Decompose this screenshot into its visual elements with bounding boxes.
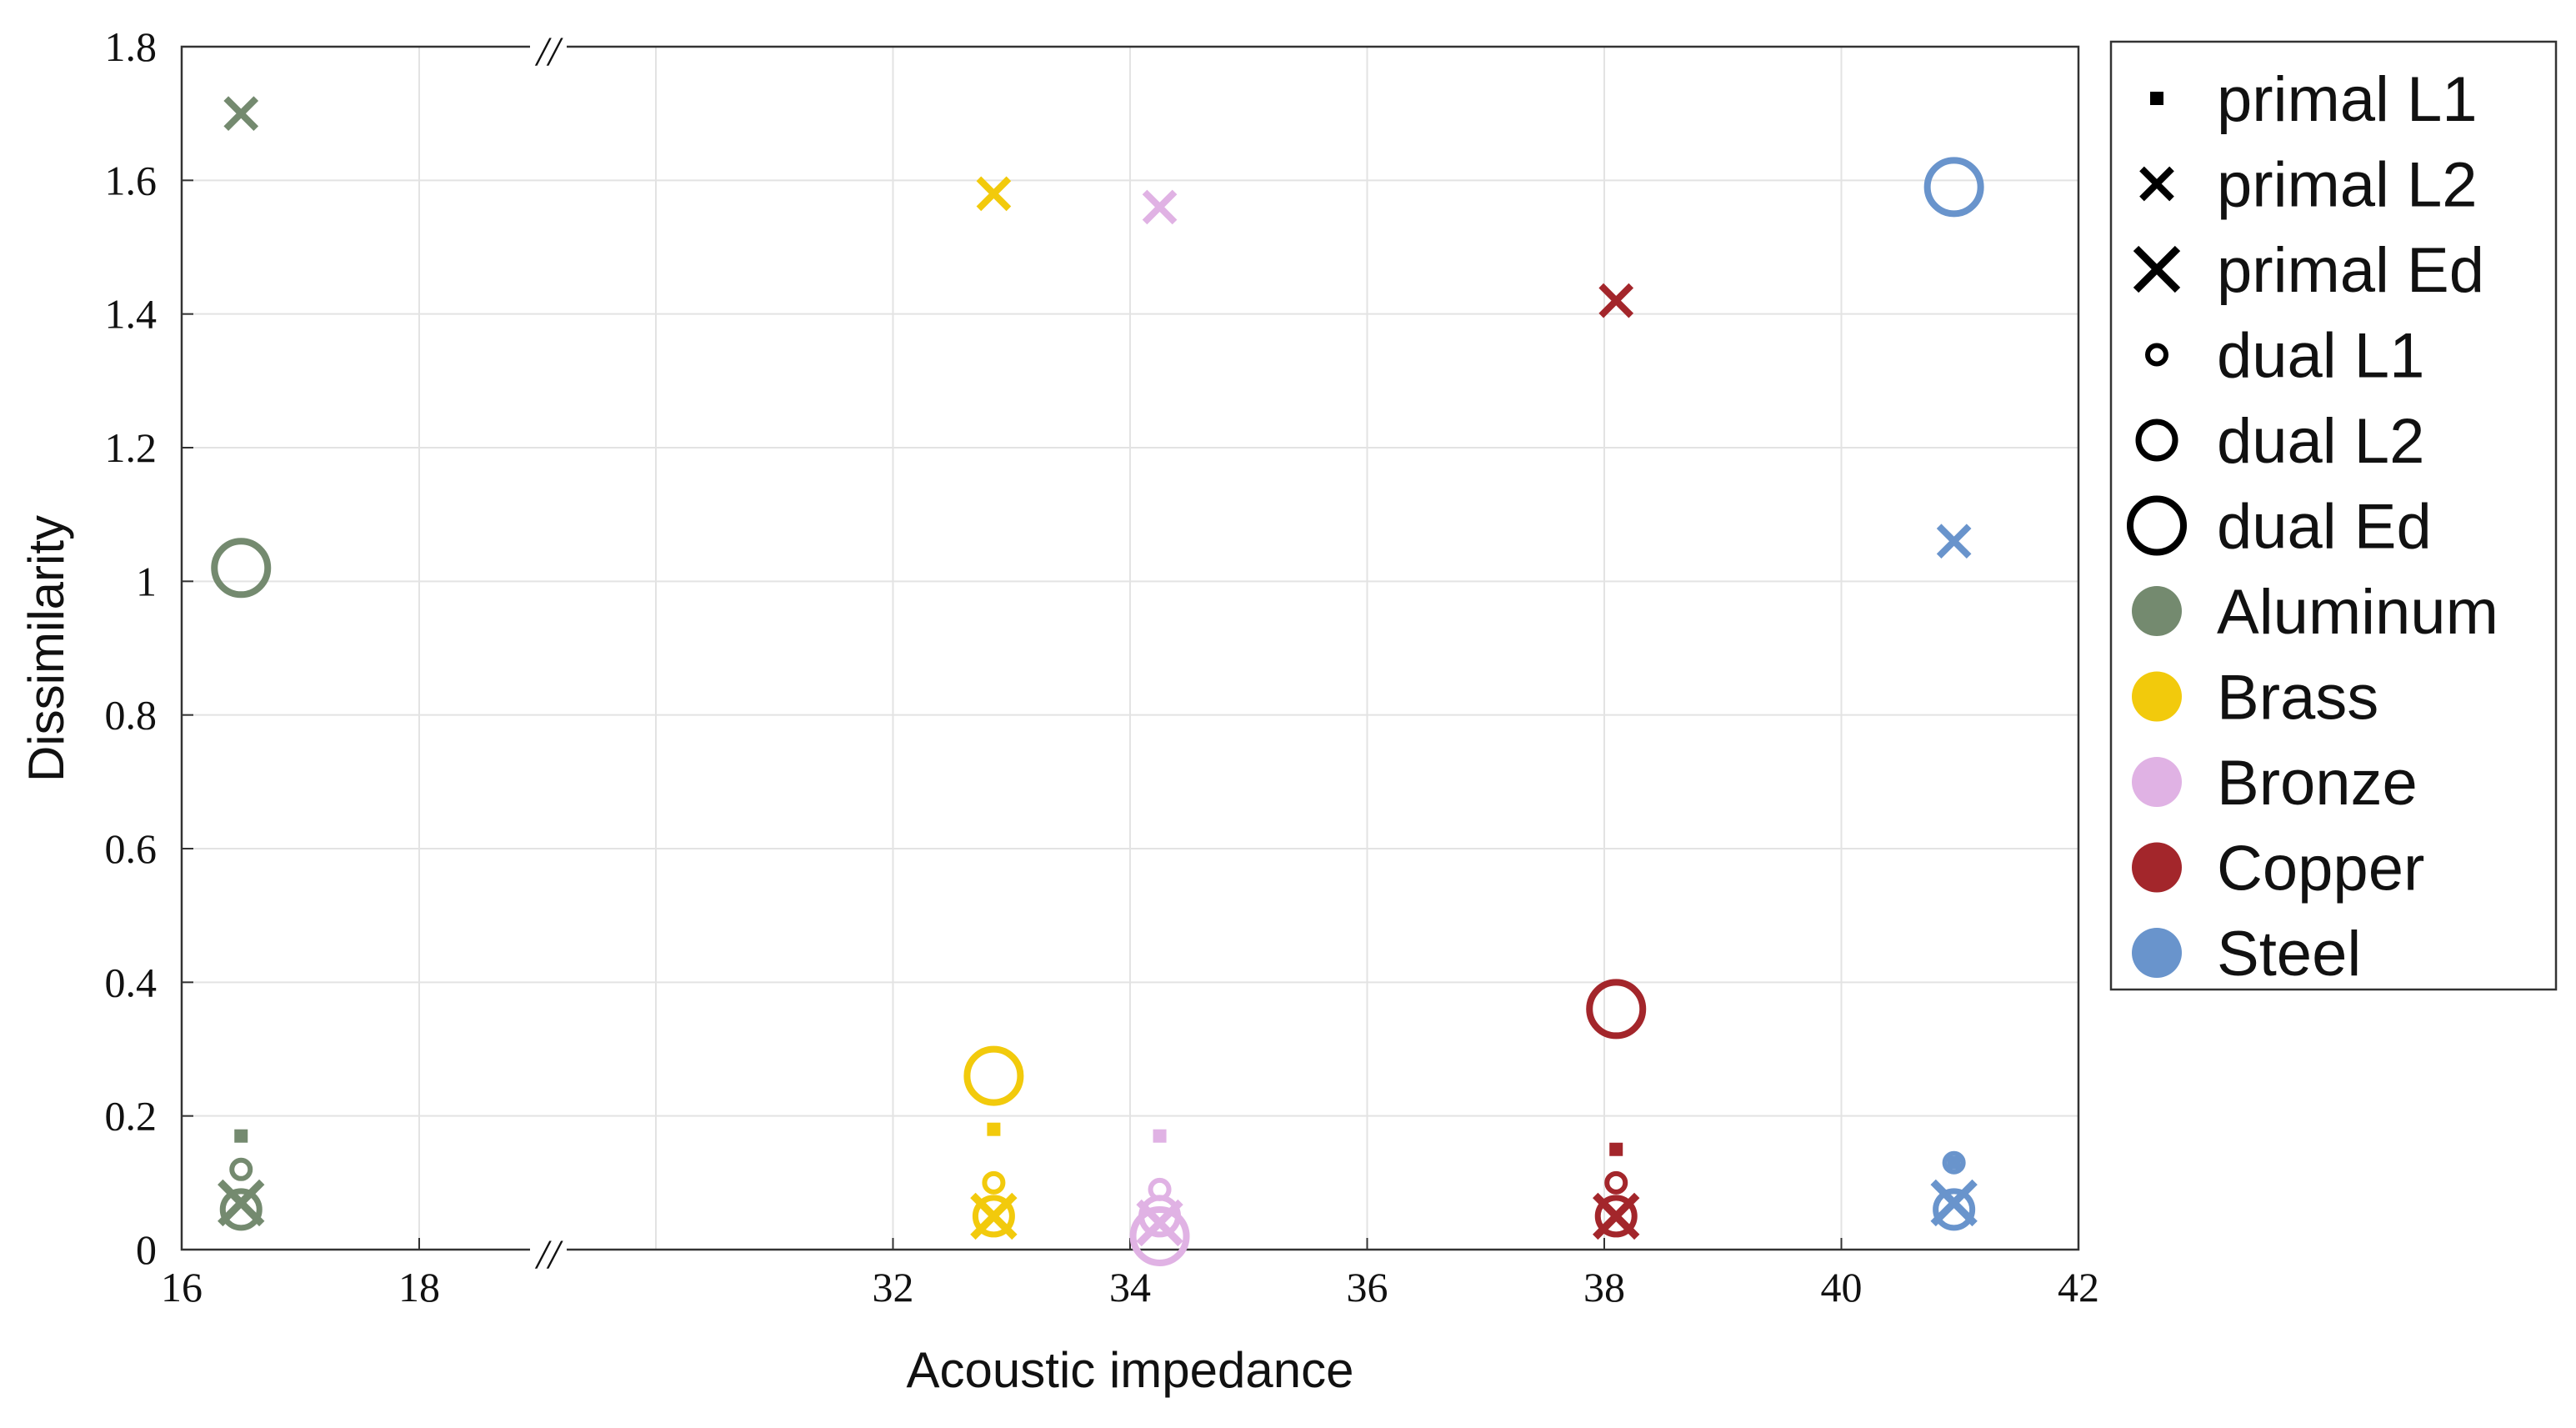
brass-pL1-point	[987, 1122, 1001, 1136]
steel-dL1-point	[1942, 1150, 1966, 1175]
legend-label: Copper	[2217, 834, 2424, 904]
y-tick-labels: 0 0.2 0.4 0.6 0.8 1 1.2 1.4 1.6 1.8	[105, 23, 193, 1273]
aluminum-pL2-point	[223, 96, 259, 131]
y-tick-label: 0.4	[105, 959, 158, 1005]
grid	[181, 46, 2079, 1250]
legend-label: dual L1	[2217, 321, 2424, 392]
brass-dL2-point	[972, 1195, 1015, 1238]
copper-dEd-point	[1586, 979, 1647, 1040]
legend-marker-aluminum	[2132, 586, 2182, 636]
legend-label: dual Ed	[2217, 492, 2432, 563]
legend-marker-dEd	[2127, 495, 2187, 556]
legend-marker-bronze	[2132, 757, 2182, 807]
x-tick-label: 36	[1347, 1264, 1388, 1310]
legend-marker-brass	[2132, 671, 2182, 722]
y-tick-label: 1.2	[105, 424, 158, 471]
copper-pL2-point	[1598, 283, 1634, 318]
steel-pL1-point	[1947, 1155, 1961, 1170]
y-tick-label: 0.6	[105, 825, 158, 872]
bronze-pL2-point	[1142, 189, 1178, 225]
x-tick-label: 32	[873, 1264, 914, 1310]
brass-dL1-point	[982, 1170, 1006, 1195]
brass-pL2-point	[976, 176, 1012, 212]
x-tick-label: 38	[1583, 1264, 1625, 1310]
y-tick-label: 0	[136, 1226, 157, 1273]
series-steel	[1923, 157, 1984, 1231]
x-axis-label: Acoustic impedance	[907, 1342, 1354, 1398]
legend: primal L1 primal L2 primal Ed dual L1 dual L…	[2109, 40, 2558, 991]
axis-break-gap	[530, 1233, 567, 1266]
series-aluminum	[211, 96, 272, 1231]
legend-label: Bronze	[2217, 748, 2418, 819]
legend-marker-pEd	[2133, 245, 2181, 293]
legend-marker-copper	[2132, 842, 2182, 893]
y-tick-label: 1.4	[105, 291, 158, 338]
copper-dL1-point	[1604, 1170, 1628, 1195]
legend-marker-steel	[2132, 928, 2182, 978]
steel-dEd-point	[1923, 157, 1984, 218]
legend-label: dual L2	[2217, 406, 2424, 477]
legend-marker-dL2	[2135, 418, 2178, 462]
aluminum-dL1-point	[229, 1157, 253, 1181]
steel-pL2-point	[1936, 524, 1972, 559]
axis-break-mark: //	[534, 1230, 563, 1277]
data-marks	[211, 96, 1984, 1266]
y-tick-label: 1.8	[105, 23, 158, 70]
copper-dL2-point	[1594, 1195, 1638, 1238]
legend-label: Brass	[2217, 663, 2378, 734]
y-axis-label: Dissimilarity	[18, 515, 74, 782]
bronze-dEd-point	[1129, 1205, 1190, 1266]
aluminum-dEd-point	[211, 538, 272, 599]
legend-marker-dL1	[2145, 343, 2168, 367]
bronze-pL1-point	[1153, 1129, 1167, 1143]
legend-box	[2109, 40, 2558, 991]
legend-label: primal Ed	[2217, 235, 2484, 306]
aluminum-dL2-point	[219, 1188, 263, 1231]
x-tick-labels: 16 18 32 34 36 38 40 42	[161, 1238, 2099, 1310]
y-tick-label: 0.2	[105, 1093, 158, 1140]
x-tick-label: 16	[161, 1264, 203, 1310]
copper-pL1-point	[1609, 1142, 1623, 1156]
legend-marker-pL1	[2150, 92, 2163, 105]
series-copper	[1586, 283, 1647, 1240]
brass-dEd-point	[963, 1045, 1024, 1106]
x-tick-label: 18	[398, 1264, 440, 1310]
y-tick-label: 1	[136, 558, 157, 604]
axis-break-gap	[530, 30, 567, 63]
legend-label: primal L2	[2217, 150, 2478, 221]
series-brass	[963, 176, 1024, 1240]
x-tick-label: 40	[1821, 1264, 1863, 1310]
legend-label: Steel	[2217, 919, 2361, 990]
x-tick-label: 34	[1109, 1264, 1151, 1310]
legend-label: Aluminum	[2217, 577, 2498, 648]
legend-marker-pL2	[2139, 166, 2174, 202]
x-tick-label: 42	[2058, 1264, 2099, 1310]
y-tick-label: 1.6	[105, 157, 158, 203]
y-tick-label: 0.8	[105, 692, 158, 739]
axis-break-mark: //	[534, 28, 563, 74]
steel-dL2-point	[1933, 1188, 1976, 1231]
aluminum-pL1-point	[234, 1129, 248, 1143]
series-bronze	[1129, 189, 1190, 1266]
legend-label: primal L1	[2217, 64, 2478, 135]
axis-break: // //	[530, 28, 567, 1277]
